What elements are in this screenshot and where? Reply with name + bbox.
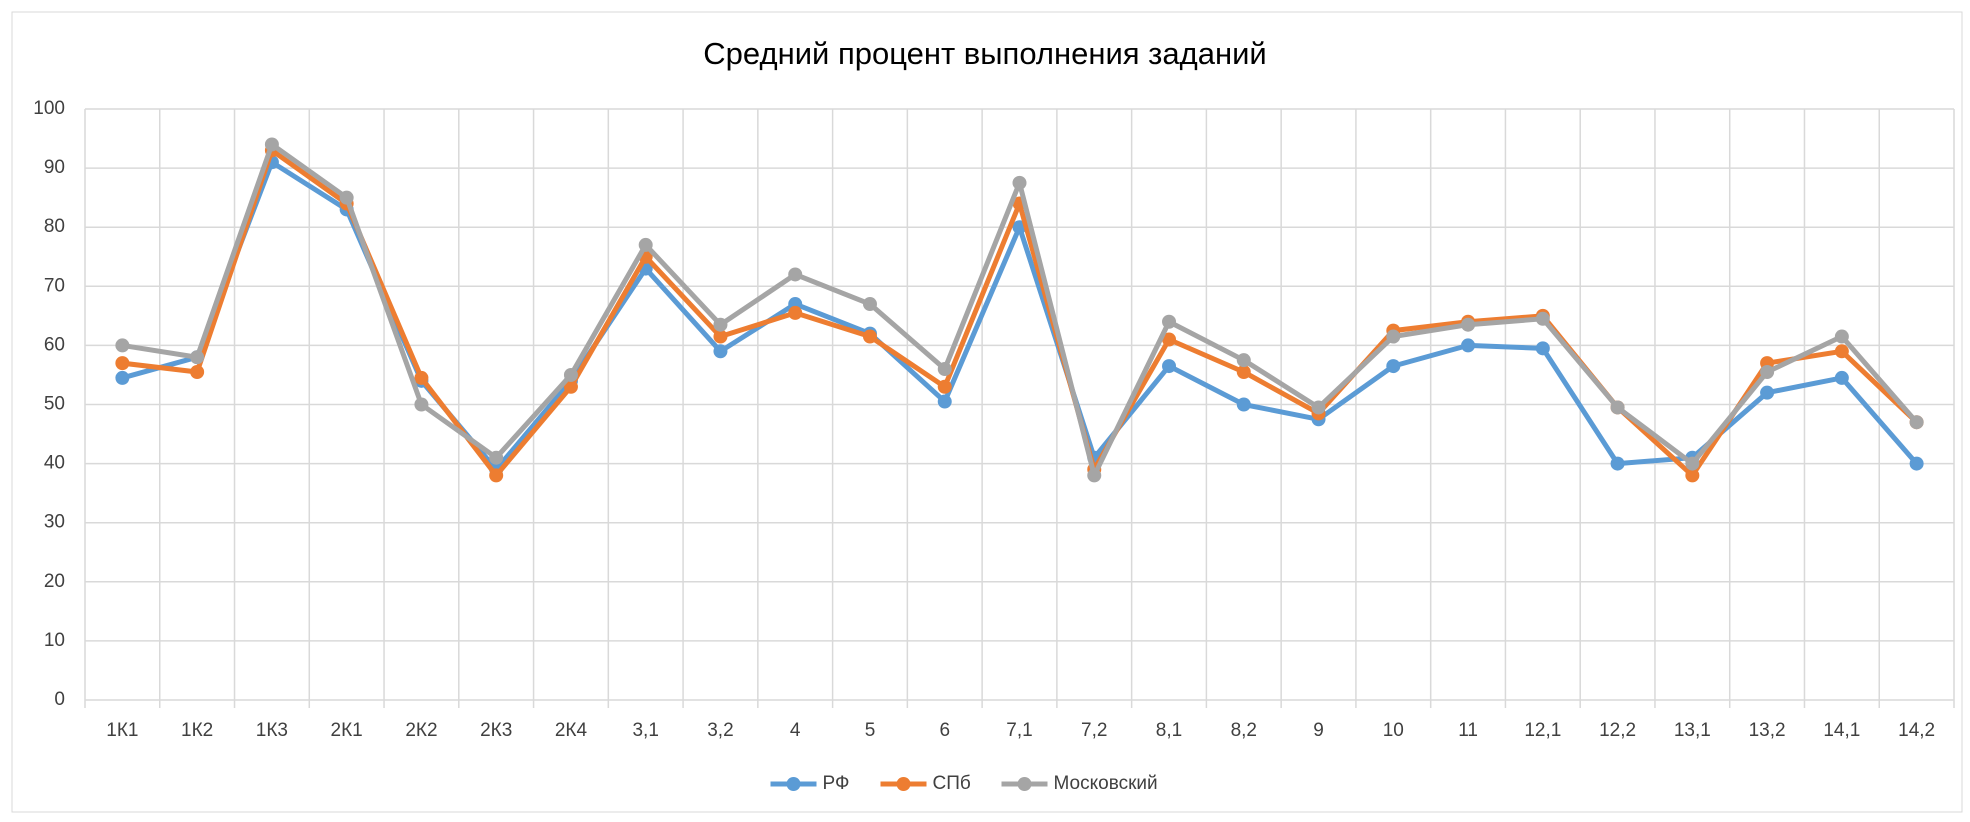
x-tick-label: 3,1 xyxy=(632,720,658,741)
x-tick-label: 10 xyxy=(1383,720,1404,741)
point xyxy=(339,190,354,205)
y-tick-label: 70 xyxy=(44,275,65,296)
point xyxy=(862,329,877,344)
point xyxy=(264,137,279,152)
point xyxy=(1162,332,1177,347)
x-tick-label: 9 xyxy=(1313,720,1324,741)
x-tick-label: 2К3 xyxy=(480,720,512,741)
point xyxy=(788,267,803,282)
x-tick-label: 4 xyxy=(790,720,801,741)
point xyxy=(489,450,504,465)
y-tick-label: 50 xyxy=(44,394,65,415)
point xyxy=(1162,314,1177,329)
y-tick-label: 0 xyxy=(54,689,65,710)
x-tick-label: 7,1 xyxy=(1006,720,1032,741)
point xyxy=(713,317,728,332)
x-tick-label: 1К3 xyxy=(256,720,288,741)
legend-label: Московский xyxy=(1054,773,1158,794)
x-tick-label: 11 xyxy=(1458,720,1478,741)
y-tick-label: 40 xyxy=(44,453,65,474)
point xyxy=(1760,364,1775,379)
point xyxy=(1311,400,1326,415)
point xyxy=(489,468,504,483)
point xyxy=(1610,456,1625,471)
point xyxy=(1834,370,1849,385)
x-tick-label: 6 xyxy=(939,720,950,741)
point xyxy=(1535,311,1550,326)
x-tick-label: 1К1 xyxy=(106,720,138,741)
legend-label: СПб xyxy=(933,773,971,794)
point xyxy=(1461,317,1476,332)
x-tick-label: 12,2 xyxy=(1599,720,1636,741)
point xyxy=(1834,329,1849,344)
point xyxy=(1386,329,1401,344)
y-tick-label: 100 xyxy=(33,98,65,119)
x-tick-label: 7,2 xyxy=(1081,720,1107,741)
point xyxy=(1685,456,1700,471)
legend-label: РФ xyxy=(823,773,850,794)
point xyxy=(1236,397,1251,412)
point xyxy=(1909,456,1924,471)
point xyxy=(638,237,653,252)
y-tick-label: 30 xyxy=(44,512,65,533)
x-tick-label: 12,1 xyxy=(1524,720,1561,741)
point xyxy=(788,305,803,320)
point xyxy=(862,297,877,312)
point xyxy=(115,370,130,385)
x-tick-label: 2К4 xyxy=(555,720,588,741)
point xyxy=(713,344,728,359)
point xyxy=(937,379,952,394)
x-tick-label: 13,2 xyxy=(1749,720,1786,741)
point xyxy=(1461,338,1476,353)
x-tick-label: 1К2 xyxy=(181,720,213,741)
x-tick-label: 8,2 xyxy=(1231,720,1257,741)
y-tick-label: 90 xyxy=(44,157,65,178)
x-tick-label: 13,1 xyxy=(1674,720,1711,741)
point xyxy=(115,356,130,371)
legend-marker xyxy=(1017,777,1032,791)
point xyxy=(1386,359,1401,374)
y-tick-label: 80 xyxy=(44,216,65,237)
x-tick-label: 14,1 xyxy=(1823,720,1860,741)
point xyxy=(1012,175,1027,190)
point xyxy=(190,364,205,379)
x-tick-label: 3,2 xyxy=(707,720,733,741)
point xyxy=(1236,353,1251,368)
legend-marker xyxy=(786,777,801,791)
y-tick-label: 20 xyxy=(44,571,65,592)
point xyxy=(1535,341,1550,356)
point xyxy=(1162,359,1177,374)
point xyxy=(115,338,130,353)
point xyxy=(713,329,728,344)
legend-marker xyxy=(896,777,911,791)
point xyxy=(1909,415,1924,430)
x-tick-label: 14,2 xyxy=(1898,720,1935,741)
point xyxy=(1834,344,1849,359)
point xyxy=(937,394,952,409)
chart-frame xyxy=(11,11,1963,813)
point xyxy=(563,367,578,382)
point xyxy=(190,350,205,365)
x-tick-label: 2К1 xyxy=(331,720,363,741)
point xyxy=(1236,364,1251,379)
x-tick-label: 2К2 xyxy=(405,720,437,741)
point xyxy=(414,370,429,385)
point xyxy=(1685,468,1700,483)
point xyxy=(937,362,952,377)
point xyxy=(1087,468,1102,483)
x-tick-label: 5 xyxy=(865,720,876,741)
x-tick-label: 8,1 xyxy=(1156,720,1182,741)
point xyxy=(1610,400,1625,415)
y-tick-label: 10 xyxy=(44,630,65,651)
chart-title: Средний процент выполнения заданий xyxy=(703,36,1266,71)
point xyxy=(563,379,578,394)
point xyxy=(1760,385,1775,400)
y-tick-label: 60 xyxy=(44,334,65,355)
point xyxy=(414,397,429,412)
